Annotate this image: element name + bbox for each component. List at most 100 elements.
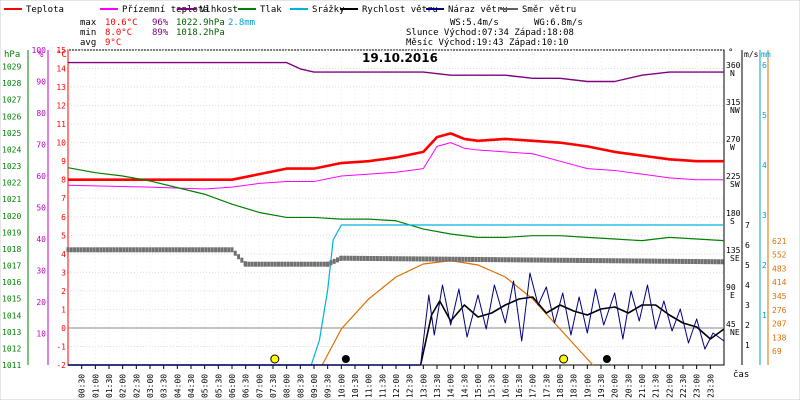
x-tick-label: 09:00 — [310, 374, 319, 398]
temperature-tick-label: 14 — [56, 65, 66, 74]
pressure-tick-label: 1016 — [2, 278, 21, 287]
direction-name-label: NE — [730, 328, 740, 337]
wind-direction-point — [605, 258, 609, 264]
wind-direction-point — [326, 261, 330, 267]
wind-direction-point — [69, 247, 73, 253]
wind-direction-point — [339, 255, 343, 261]
x-axis: 00:30 01:00 01:30 02:00 02:30 03:00 03:30 04:00… — [78, 365, 749, 398]
wind-direction-point — [99, 247, 103, 253]
chart-title: 19.10.2016 — [362, 51, 438, 65]
solar-tick-label: 483 — [772, 264, 787, 273]
wind-direction-point — [694, 259, 698, 265]
pressure-tick-label: 1020 — [2, 212, 21, 221]
wind-direction-point — [543, 257, 547, 263]
direction-name-label: E — [730, 291, 735, 300]
wind-tick-label: 3 — [745, 301, 750, 310]
pressure-tick-label: 1023 — [2, 162, 21, 171]
temperature-tick-label: 8 — [61, 176, 66, 185]
wind-direction-point — [366, 255, 370, 261]
wind-direction-point — [392, 256, 396, 262]
wind-direction-point — [244, 261, 248, 267]
x-tick-label: 19:30 — [597, 374, 606, 398]
moon-marker — [602, 355, 611, 363]
wind-direction-point — [536, 257, 540, 263]
rain-tick-label: 5 — [762, 111, 767, 120]
direction-name-label: SW — [730, 180, 740, 189]
wind-direction-point — [572, 257, 576, 263]
wind-direction-point — [168, 247, 172, 253]
pressure-tick-label: 1021 — [2, 195, 21, 204]
temperature-tick-label: 3 — [61, 268, 66, 277]
x-tick-label: 21:30 — [652, 374, 661, 398]
humidity-tick-label: 10 — [36, 330, 46, 339]
wind-direction-point — [151, 247, 155, 253]
wind-direction-point — [158, 247, 162, 253]
legend-label: Směr větru — [522, 5, 576, 15]
x-tick-label: 23:30 — [706, 374, 715, 398]
wind-direction-point — [402, 256, 406, 262]
direction-tick-label: 180 — [726, 209, 741, 218]
wind-direction-point — [155, 247, 159, 253]
legend-label: Náraz větru — [448, 5, 508, 15]
wind-direction-point — [257, 261, 261, 267]
left-axes: hPa% °C1011101210131014101510161017101810… — [2, 46, 69, 370]
wind-direction-point — [553, 257, 557, 263]
x-tick-label: 15:00 — [474, 374, 483, 398]
rain-tick-label: 4 — [762, 161, 767, 170]
wind-direction-point — [411, 256, 415, 262]
wind-direction-point — [145, 247, 149, 253]
wind-direction-point — [372, 256, 376, 262]
humidity-tick-label: 30 — [36, 267, 46, 276]
humidity-axis-label: % — [38, 50, 44, 60]
wind-direction-point — [667, 258, 671, 264]
wind-direction-point — [210, 247, 214, 253]
humidity-tick-label: 90 — [36, 78, 46, 87]
temperature-tick-label: 2 — [61, 287, 66, 296]
wind-direction-point — [585, 258, 589, 264]
series-line — [67, 167, 725, 242]
wind-axis-label: m/s — [744, 50, 759, 59]
x-tick-label: 12:00 — [392, 374, 401, 398]
direction-tick-label: 225 — [726, 172, 741, 181]
temperature-tick-label: 6 — [61, 213, 66, 222]
rain-axis-label: mm — [761, 50, 771, 59]
pressure-tick-label: 1029 — [2, 63, 21, 72]
wind-direction-point — [395, 256, 399, 262]
wind-direction-point — [467, 256, 471, 262]
x-tick-label: 02:30 — [132, 374, 141, 398]
stats-rain: 2.8mm — [228, 18, 255, 28]
x-tick-label: 07:30 — [269, 374, 278, 398]
wind-direction-point — [638, 258, 642, 264]
wind-direction-point — [352, 255, 356, 261]
wind-direction-point — [520, 257, 524, 263]
wind-direction-point — [141, 247, 145, 253]
stats-sun: Slunce Východ:07:34 Západ:18:08 — [406, 28, 574, 38]
grid — [67, 49, 725, 366]
stats-pressure: 1022.9hPa — [176, 18, 225, 28]
x-tick-label: 10:00 — [337, 374, 346, 398]
wind-direction-point — [86, 247, 90, 253]
wind-direction-point — [187, 247, 191, 253]
pressure-tick-label: 1024 — [2, 145, 21, 154]
wind-direction-point — [503, 257, 507, 263]
x-tick-label: 18:30 — [570, 374, 579, 398]
pressure-tick-label: 1025 — [2, 129, 21, 138]
humidity-tick-label: 40 — [36, 235, 46, 244]
wind-direction-point — [448, 256, 452, 262]
temperature-tick-label: -1 — [56, 342, 66, 351]
wind-direction-point — [461, 256, 465, 262]
wind-direction-point — [579, 257, 583, 263]
stats-panel: max 10.6°C 96% 1022.9hPa 2.8mm min 8.0°C 89% 101… — [80, 18, 583, 48]
wind-direction-point — [431, 256, 435, 262]
wind-tick-label: 7 — [745, 221, 750, 230]
wind-direction-point — [115, 247, 119, 253]
wind-direction-point — [220, 247, 224, 253]
wind-direction-point — [539, 257, 543, 263]
wind-direction-point — [484, 257, 488, 263]
wind-direction-point — [389, 256, 393, 262]
wind-direction-point — [434, 256, 438, 262]
solar-tick-label: 276 — [772, 306, 787, 315]
wind-direction-point — [260, 261, 264, 267]
wind-direction-point — [625, 258, 629, 264]
